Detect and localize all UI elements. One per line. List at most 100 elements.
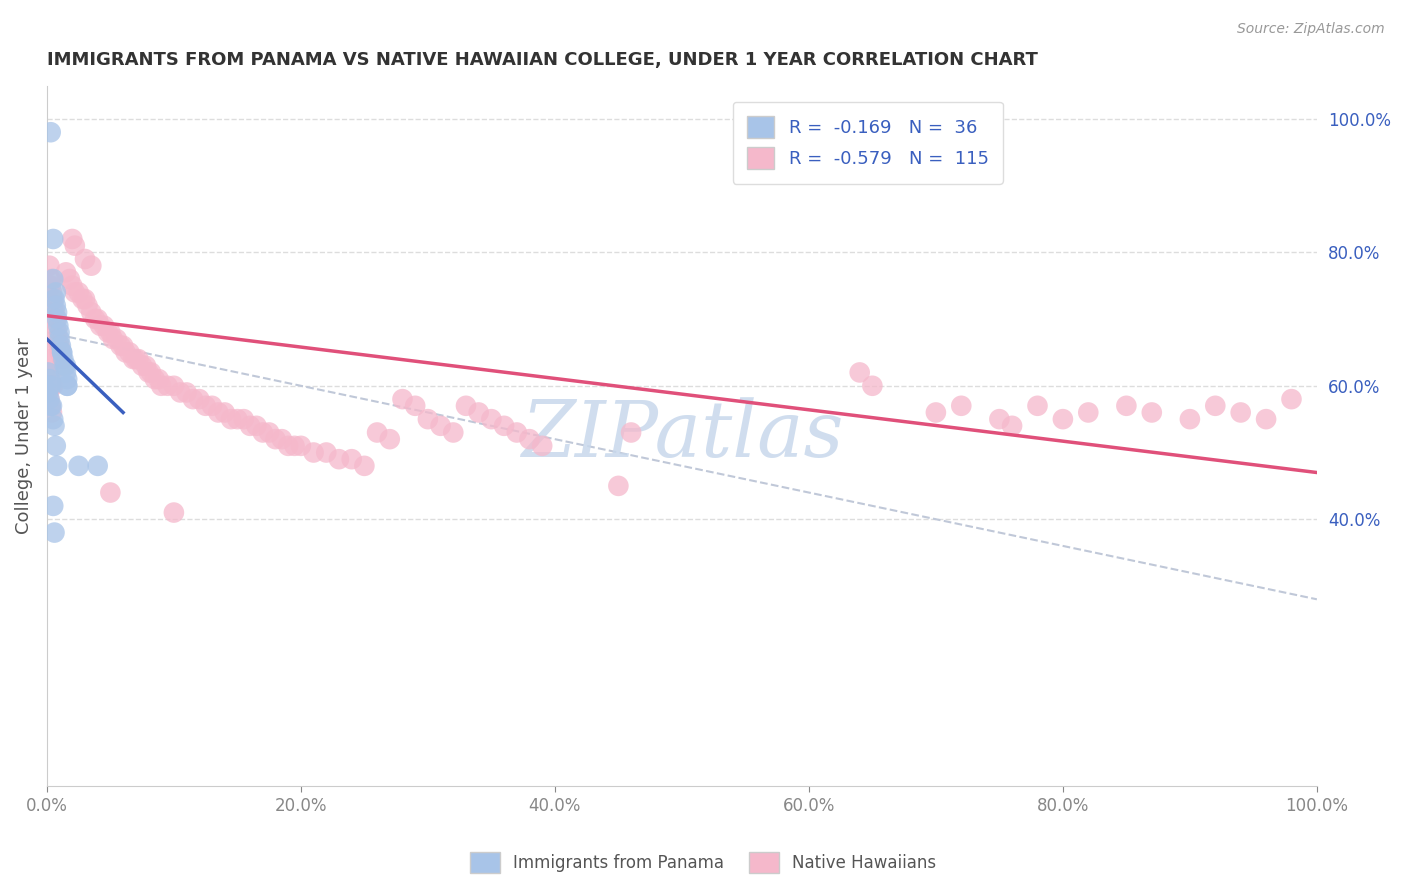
Point <box>245 418 267 433</box>
Point <box>207 405 229 419</box>
Point <box>1254 412 1277 426</box>
Point <box>80 305 103 319</box>
Point <box>290 439 312 453</box>
Text: Source: ZipAtlas.com: Source: ZipAtlas.com <box>1237 22 1385 37</box>
Point <box>44 292 66 306</box>
Point <box>63 238 86 252</box>
Point <box>86 312 108 326</box>
Point <box>56 372 79 386</box>
Point <box>127 352 149 367</box>
Point <box>194 399 217 413</box>
Point <box>315 445 337 459</box>
Point <box>46 458 69 473</box>
Point <box>39 272 62 286</box>
Point <box>139 366 162 380</box>
Point <box>41 292 63 306</box>
Point <box>1178 412 1201 426</box>
Point <box>988 412 1011 426</box>
Point <box>150 378 173 392</box>
Point <box>48 345 70 359</box>
Text: IMMIGRANTS FROM PANAMA VS NATIVE HAWAIIAN COLLEGE, UNDER 1 YEAR CORRELATION CHAR: IMMIGRANTS FROM PANAMA VS NATIVE HAWAIIA… <box>46 51 1038 69</box>
Point <box>366 425 388 440</box>
Point <box>39 378 62 392</box>
Point <box>328 452 350 467</box>
Point <box>39 278 62 293</box>
Point <box>479 412 502 426</box>
Point <box>114 345 136 359</box>
Point <box>340 452 363 467</box>
Point <box>925 405 948 419</box>
Point <box>270 432 292 446</box>
Point <box>131 359 153 373</box>
Point <box>391 392 413 406</box>
Point <box>1281 392 1303 406</box>
Point <box>156 378 179 392</box>
Point <box>105 332 128 346</box>
Point <box>39 125 62 139</box>
Point <box>232 412 254 426</box>
Point <box>239 418 262 433</box>
Point <box>37 366 59 380</box>
Point <box>51 359 73 373</box>
Point <box>44 305 66 319</box>
Point <box>302 445 325 459</box>
Point <box>110 339 132 353</box>
Point <box>169 385 191 400</box>
Point <box>219 412 242 426</box>
Point <box>37 366 59 380</box>
Point <box>416 412 439 426</box>
Point <box>848 366 870 380</box>
Point <box>1026 399 1049 413</box>
Point <box>56 378 79 392</box>
Point <box>38 372 60 386</box>
Point <box>73 252 96 266</box>
Point <box>42 378 65 392</box>
Point <box>48 339 70 353</box>
Point <box>46 312 69 326</box>
Point <box>45 318 67 333</box>
Point <box>441 425 464 440</box>
Text: ZIPatlas: ZIPatlas <box>520 398 844 474</box>
Point <box>38 372 60 386</box>
Point <box>73 292 96 306</box>
Point <box>44 525 66 540</box>
Point <box>86 458 108 473</box>
Point <box>39 352 62 367</box>
Point <box>1115 399 1137 413</box>
Point <box>46 326 69 340</box>
Point <box>60 278 83 293</box>
Point <box>41 285 63 300</box>
Point <box>48 326 70 340</box>
Point <box>201 399 224 413</box>
Point <box>214 405 236 419</box>
Point <box>494 418 516 433</box>
Y-axis label: College, Under 1 year: College, Under 1 year <box>15 337 32 534</box>
Point <box>607 479 630 493</box>
Point <box>48 332 70 346</box>
Point <box>176 385 198 400</box>
Point <box>620 425 643 440</box>
Point <box>42 292 65 306</box>
Point <box>38 392 60 406</box>
Point <box>860 378 883 392</box>
Point <box>41 405 63 419</box>
Point <box>42 272 65 286</box>
Point <box>55 359 77 373</box>
Point <box>46 305 69 319</box>
Point <box>45 312 67 326</box>
Point <box>45 299 67 313</box>
Point <box>41 399 63 413</box>
Point <box>122 352 145 367</box>
Point <box>42 499 65 513</box>
Point <box>163 378 186 392</box>
Point <box>950 399 973 413</box>
Point <box>49 345 72 359</box>
Point <box>101 332 124 346</box>
Point <box>39 399 62 413</box>
Point <box>42 412 65 426</box>
Point <box>506 425 529 440</box>
Point <box>277 439 299 453</box>
Point <box>56 378 79 392</box>
Point <box>63 285 86 300</box>
Point <box>49 339 72 353</box>
